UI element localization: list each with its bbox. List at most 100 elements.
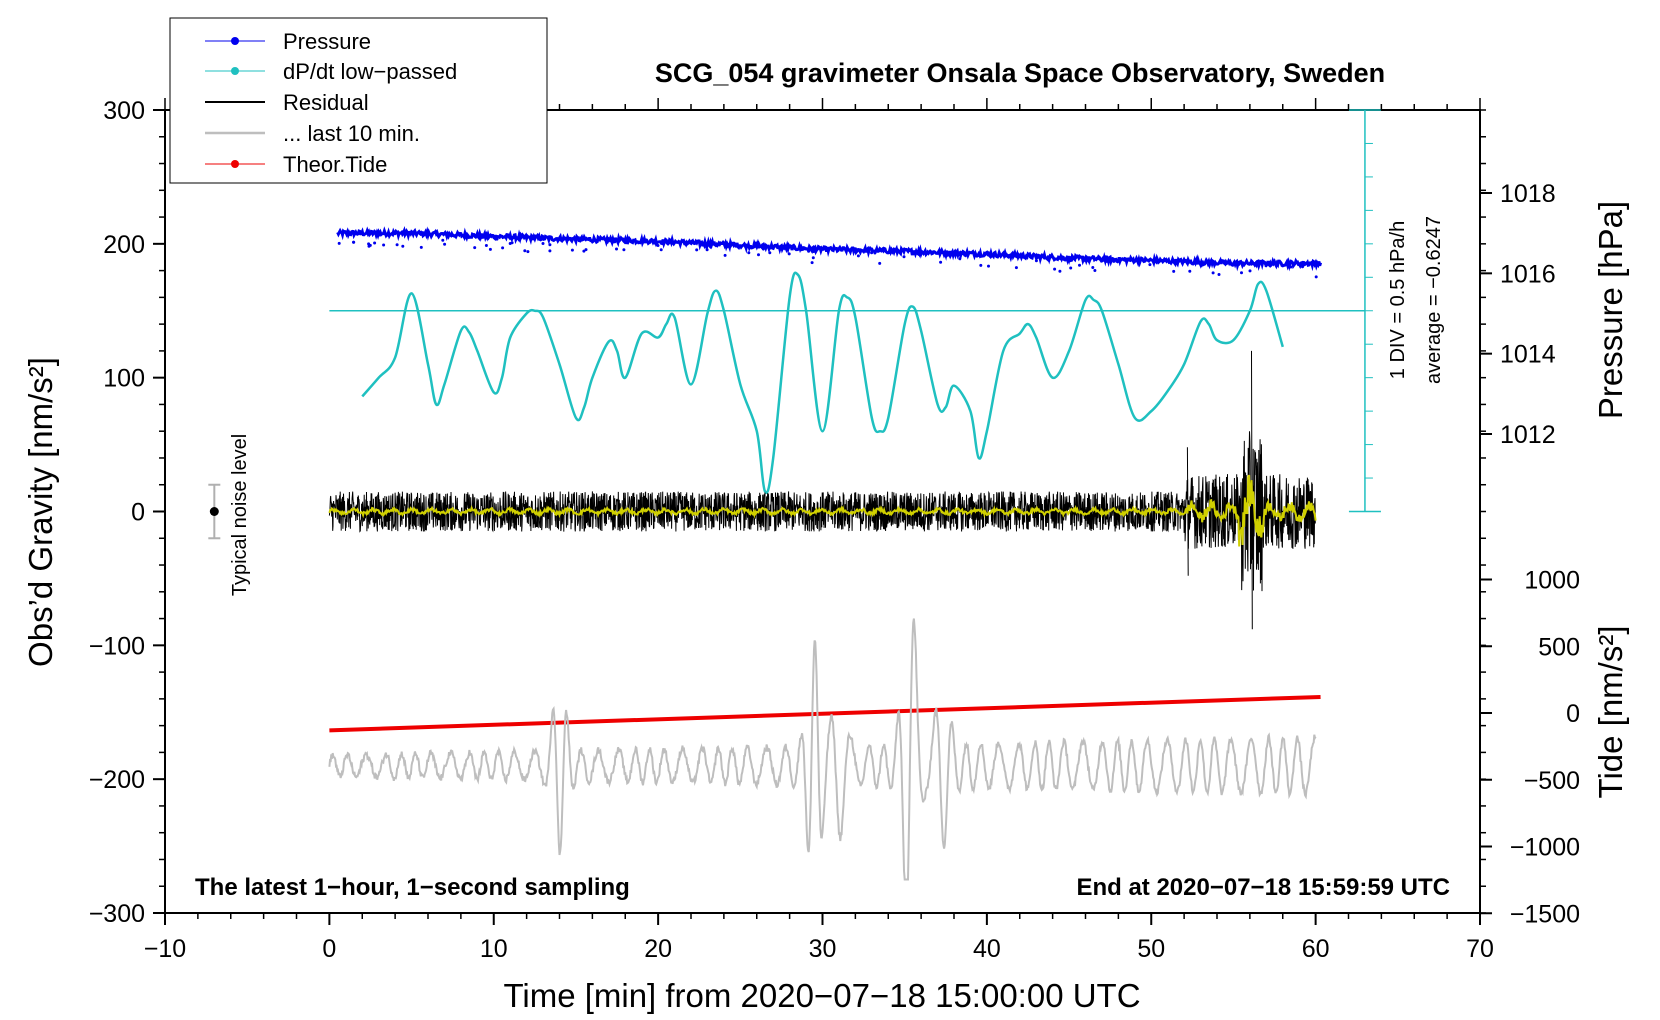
pressure-point	[979, 263, 983, 267]
pressure-point	[1217, 273, 1221, 276]
x-tick-label: 20	[644, 935, 672, 963]
x-tick-label: −10	[144, 935, 186, 963]
pressure-point	[747, 251, 751, 255]
x-tick-label: 60	[1302, 935, 1330, 963]
y-axis-title-pressure: Pressure [hPa]	[1592, 201, 1629, 419]
x-axis-title: Time [min] from 2020−07−18 15:00:00 UTC	[503, 977, 1140, 1014]
pressure-point	[519, 236, 523, 240]
pressure-point	[873, 251, 877, 255]
tide-tick-label: −1000	[1510, 834, 1580, 862]
legend-label-last-10-min: ... last 10 min.	[283, 121, 420, 146]
pressure-point	[622, 248, 626, 252]
pressure-point	[401, 244, 405, 248]
dpdt-scale-label: 1 DIV = 0.5 hPa/h	[1387, 221, 1409, 379]
legend-entry-dpdt: dP/dt low−passed	[205, 59, 457, 84]
pressure-point	[584, 248, 588, 252]
pressure-point	[744, 245, 748, 249]
tide-tick-label: 1000	[1524, 567, 1580, 595]
pressure-point	[705, 248, 709, 252]
theor-tide-line	[329, 694, 1321, 733]
pressure-point	[695, 248, 699, 252]
pressure-point	[1188, 269, 1192, 273]
pressure-point	[1289, 265, 1293, 269]
y-tick-label-left: 100	[103, 365, 145, 393]
pressure-point	[352, 240, 355, 244]
y-axis-title-tide: Tide [nm/s²]	[1592, 626, 1629, 799]
pressure-point	[1100, 259, 1104, 263]
pressure-point	[615, 247, 618, 251]
x-tick-label: 50	[1137, 935, 1165, 963]
pressure-point	[548, 249, 552, 253]
pressure-point	[810, 261, 814, 265]
dpdt-series-line	[361, 271, 1284, 494]
pressure-point	[526, 250, 530, 254]
legend-entry-theor-tide: Theor.Tide	[205, 152, 387, 177]
legend-label-theor-tide: Theor.Tide	[283, 152, 387, 177]
pressure-point	[441, 238, 445, 242]
noise-level-label: Typical noise level	[229, 434, 251, 596]
legend-label-dpdt: dP/dt low−passed	[283, 59, 457, 84]
pressure-point	[1265, 262, 1269, 266]
pressure-point	[1014, 266, 1018, 270]
series-layer	[208, 109, 1381, 881]
pressure-point	[1058, 269, 1062, 273]
pressure-series-line	[336, 225, 1323, 272]
noise-center-point	[209, 507, 219, 516]
x-tick-label: 10	[480, 935, 508, 963]
legend-entry-last-10-min: ... last 10 min.	[205, 121, 420, 146]
pressure-point	[761, 247, 765, 251]
pressure-point	[987, 264, 990, 268]
pressure-point	[1172, 269, 1176, 273]
legend-box	[169, 17, 548, 184]
legend: Pressure dP/dt low−passed Residual ... l…	[169, 17, 548, 184]
pressure-point	[419, 245, 423, 249]
annotation-end-time: End at 2020−07−18 15:59:59 UTC	[1076, 874, 1450, 901]
y-tick-label-left: 200	[103, 231, 145, 259]
pressure-point	[582, 249, 586, 253]
pressure-point	[473, 246, 477, 250]
pressure-point	[684, 242, 688, 246]
pressure-point	[902, 255, 906, 259]
legend-marker-pressure	[231, 37, 239, 45]
y-tick-label-left: −100	[89, 632, 145, 660]
tide-tick-label: −1500	[1510, 900, 1580, 928]
x-tick-label: 30	[809, 935, 837, 963]
pressure-point	[1211, 271, 1215, 275]
pressure-tick-label: 1012	[1500, 421, 1556, 449]
pressure-point	[705, 245, 709, 249]
pressure-point	[1240, 271, 1243, 275]
x-tick-label: 70	[1466, 935, 1494, 963]
pressure-point	[570, 248, 574, 252]
pressure-point	[896, 249, 900, 253]
pressure-point	[1104, 258, 1108, 262]
pressure-point	[1069, 266, 1073, 270]
tide-tick-label: 500	[1538, 633, 1580, 661]
last-10-min-series-line	[328, 618, 1317, 881]
pressure-point	[659, 248, 663, 252]
pressure-tick-label: 1016	[1500, 260, 1556, 288]
y-tick-label-left: −200	[89, 766, 145, 794]
pressure-point	[1248, 269, 1252, 273]
pressure-point	[1268, 263, 1272, 267]
pressure-point	[1281, 264, 1285, 268]
pressure-point	[1034, 259, 1038, 263]
pressure-point	[768, 251, 772, 255]
x-tick-label: 40	[973, 935, 1001, 963]
pressure-point	[723, 253, 727, 257]
y-tick-label-left: 300	[103, 97, 145, 125]
annotation-sampling: The latest 1−hour, 1−second sampling	[195, 874, 630, 901]
pressure-tick-label: 1018	[1500, 180, 1556, 208]
pressure-point	[856, 254, 860, 258]
legend-entry-residual: Residual	[205, 90, 369, 115]
pressure-point	[393, 232, 397, 236]
pressure-point	[1156, 260, 1160, 264]
x-tick-label: 0	[322, 935, 336, 963]
axes-layer: −10 0 10 20 30 40 50 60 70−300−200−1000100200300…	[89, 97, 1580, 963]
pressure-point	[373, 241, 377, 245]
pressure-point	[382, 243, 386, 247]
pressure-point	[395, 243, 399, 247]
legend-label-residual: Residual	[283, 90, 369, 115]
pressure-point	[367, 242, 371, 246]
pressure-point	[488, 247, 492, 251]
